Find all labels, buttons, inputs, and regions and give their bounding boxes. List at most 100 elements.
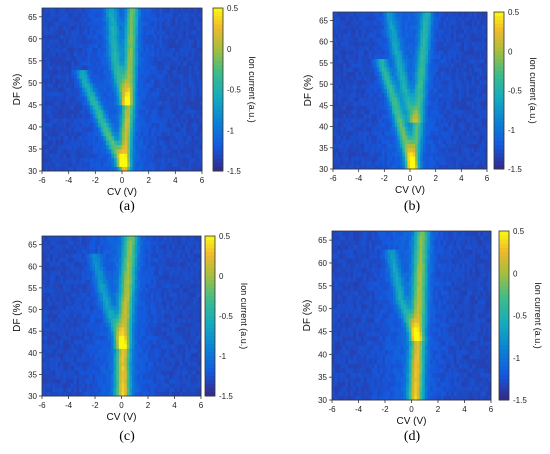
heatmap-cell	[392, 59, 395, 64]
heatmap-cell	[92, 379, 95, 384]
heatmap-cell	[472, 88, 475, 93]
heatmap-cell	[387, 84, 390, 89]
heatmap-cell	[141, 101, 144, 106]
heatmap-cell	[438, 114, 441, 119]
heatmap-cell	[154, 127, 157, 132]
heatmap-cell	[441, 63, 444, 68]
heatmap-cell	[359, 67, 362, 72]
heatmap-cell	[61, 387, 64, 392]
heatmap-cell	[374, 76, 377, 81]
heatmap-cell	[186, 78, 189, 83]
heatmap-cell	[379, 46, 382, 51]
heatmap-cell	[93, 96, 96, 101]
heatmap-cell	[157, 140, 160, 145]
heatmap-cell	[436, 135, 439, 140]
heatmap-cell	[194, 92, 197, 97]
heatmap-cell	[431, 139, 434, 144]
colorbar-swatch	[213, 85, 223, 90]
colorbar-swatch	[494, 55, 504, 59]
heatmap-cell	[154, 17, 157, 22]
heatmap-cell	[114, 78, 117, 83]
heatmap-cell	[348, 76, 351, 81]
heatmap-cell	[407, 161, 410, 166]
heatmap-cell	[42, 74, 45, 79]
heatmap-cell	[138, 74, 141, 79]
heatmap-cell	[162, 12, 165, 17]
heatmap-cell	[47, 158, 50, 163]
heatmap-cell	[167, 8, 170, 13]
heatmap-cell	[149, 162, 152, 167]
heatmap-cell	[95, 149, 98, 154]
heatmap-cell	[106, 387, 109, 392]
heatmap-cell	[194, 65, 197, 70]
heatmap-cell	[183, 43, 186, 48]
heatmap-cell	[451, 29, 454, 34]
colorbar-swatch	[494, 161, 504, 165]
heatmap-cell	[127, 74, 130, 79]
heatmap-cell	[341, 16, 344, 21]
heatmap-cell	[143, 52, 146, 57]
heatmap-cell	[111, 26, 114, 31]
heatmap-cell	[117, 61, 120, 66]
heatmap-cell	[410, 63, 413, 68]
heatmap-cell	[50, 52, 53, 57]
heatmap-cell	[106, 158, 109, 163]
heatmap-cell	[109, 12, 112, 17]
heatmap-cell	[402, 25, 405, 30]
heatmap-cell	[63, 56, 66, 61]
heatmap-cell	[50, 374, 53, 379]
heatmap-cell	[74, 17, 77, 22]
colorbar-swatch	[213, 90, 223, 95]
heatmap-cell	[177, 379, 180, 384]
heatmap-cell	[55, 136, 58, 141]
heatmap-cell	[482, 84, 485, 89]
heatmap-cell	[423, 76, 426, 81]
heatmap-cell	[341, 67, 344, 72]
heatmap-cell	[138, 48, 141, 53]
heatmap-cell	[397, 67, 400, 72]
heatmap-cell	[122, 56, 125, 61]
heatmap-cell	[85, 74, 88, 79]
heatmap-cell	[336, 161, 339, 166]
heatmap-cell	[122, 34, 125, 39]
heatmap-cell	[461, 122, 464, 127]
heatmap-cell	[114, 17, 117, 22]
heatmap-cell	[361, 122, 364, 127]
heatmap-cell	[356, 84, 359, 89]
heatmap-cell	[469, 156, 472, 161]
heatmap-cell	[189, 17, 192, 22]
heatmap-cell	[477, 127, 480, 132]
heatmap-cell	[92, 387, 95, 392]
heatmap-cell	[130, 56, 133, 61]
heatmap-cell	[479, 161, 482, 166]
heatmap-cell	[333, 67, 336, 72]
heatmap-cell	[400, 88, 403, 93]
heatmap-cell	[183, 21, 186, 26]
heatmap-cell	[356, 50, 359, 55]
heatmap-cell	[125, 65, 128, 70]
heatmap-cell	[101, 12, 104, 17]
heatmap-cell	[382, 105, 385, 110]
heatmap-cell	[69, 145, 72, 150]
heatmap-cell	[479, 131, 482, 136]
heatmap-cell	[359, 12, 362, 17]
heatmap-cell	[130, 162, 133, 167]
heatmap-cell	[189, 70, 192, 75]
heatmap-cell	[111, 131, 114, 136]
heatmap-cell	[420, 12, 423, 17]
heatmap-cell	[469, 42, 472, 47]
heatmap-cell	[181, 65, 184, 70]
heatmap-cell	[441, 152, 444, 157]
heatmap-cell	[151, 78, 154, 83]
heatmap-cell	[63, 374, 66, 379]
heatmap-cell	[162, 30, 165, 35]
heatmap-cell	[186, 153, 189, 158]
heatmap-cell	[122, 387, 125, 392]
heatmap-cell	[405, 118, 408, 123]
heatmap-cell	[431, 88, 434, 93]
heatmap-cell	[149, 140, 152, 145]
heatmap-cell	[479, 54, 482, 59]
heatmap-cell	[420, 101, 423, 106]
heatmap-cell	[167, 370, 170, 375]
heatmap-cell	[114, 65, 117, 70]
